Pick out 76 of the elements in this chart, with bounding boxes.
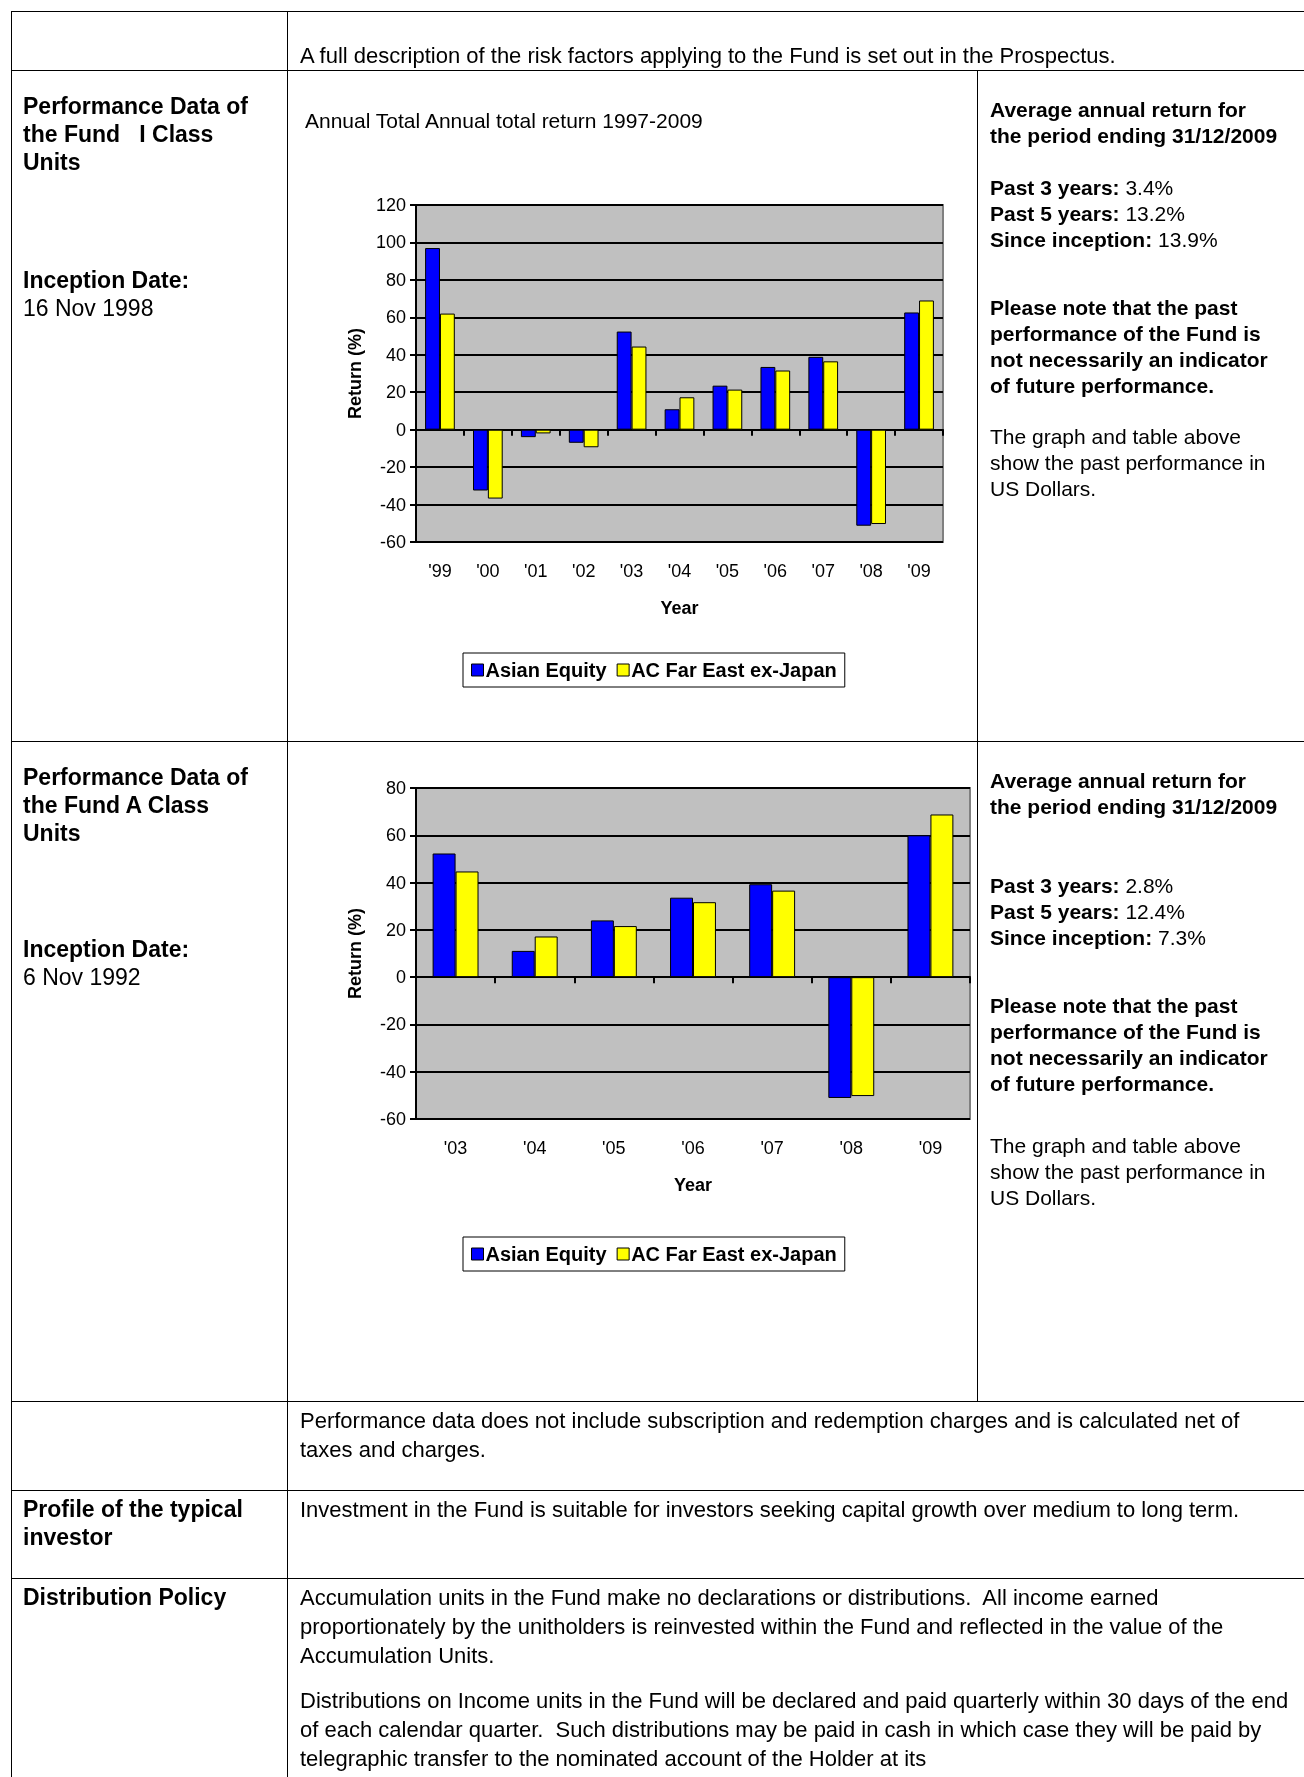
text: 3.4%	[1124, 176, 1174, 199]
x-tick-label: '06	[763, 561, 788, 581]
text: Since inception:	[990, 926, 1153, 949]
y-tick-label: -20	[379, 457, 406, 478]
legend-label: Asian Equity	[485, 1243, 608, 1265]
legend-label: AC Far East ex-Japan	[631, 659, 837, 681]
x-tick-label: '05	[602, 1138, 626, 1158]
text: Profile of the typical investor	[23, 1495, 244, 1551]
text: Average annual return for the period ending 31/12/2009	[990, 768, 1279, 820]
text: Average annual return for the period ending 31/12/2009	[990, 97, 1279, 149]
y-tick-label: 20	[385, 919, 406, 940]
y-tick-label: -60	[379, 532, 406, 552]
y-tick-label: 100	[375, 232, 406, 253]
x-tick-label: '06	[681, 1138, 705, 1158]
x-tick-label: '99	[428, 561, 452, 581]
x-axis-title: Year	[673, 1175, 713, 1195]
x-tick-label: '04	[522, 1138, 547, 1158]
x-tick-label: '08	[859, 561, 883, 581]
x-tick-label: '02	[571, 561, 596, 581]
x-tick-label: '03	[443, 1138, 468, 1158]
x-tick-label: '00	[476, 561, 500, 581]
text: 7.3%	[1157, 926, 1206, 949]
x-tick-label: '09	[918, 1138, 943, 1158]
text: Accumulation units in the Fund make no declarations or distributions. All income earned proportionately by the unitholders is reinvested within the Fund and reflected in the value of the Accumulation Units.	[300, 1584, 1225, 1670]
y-tick-label: 60	[385, 307, 406, 328]
text: Inception Date:	[23, 266, 191, 294]
x-tick-label: '08	[839, 1138, 864, 1158]
y-axis-title: Return (%)	[345, 328, 365, 419]
y-tick-label: 80	[385, 269, 406, 290]
y-axis-title: Return (%)	[345, 908, 365, 999]
text: 12.4%	[1124, 900, 1185, 923]
text: Since inception:	[990, 228, 1153, 251]
text: 13.9%	[1157, 228, 1218, 251]
y-tick-label: -40	[379, 494, 406, 515]
x-tick-label: '03	[619, 561, 644, 581]
y-tick-label: 40	[385, 344, 406, 365]
text: Performance data does not include subscription and redemption charges and is calculated net of taxes and charges.	[300, 1407, 1241, 1464]
text: The graph and table above show the past performance in US Dollars.	[990, 1133, 1267, 1211]
y-tick-label: 40	[385, 872, 406, 893]
text: Past 3 years:	[990, 176, 1120, 199]
legend-label: Asian Equity	[485, 659, 608, 681]
x-tick-label: '07	[760, 1138, 784, 1158]
text: Past 5 years:	[990, 900, 1120, 923]
y-tick-label: -60	[379, 1109, 406, 1129]
y-tick-label: -20	[379, 1014, 406, 1035]
text: Inception Date:	[23, 935, 191, 963]
text: Performance Data of the Fund A Class Units	[23, 763, 249, 847]
legend-label: AC Far East ex-Japan	[631, 1243, 837, 1265]
y-tick-label: 80	[385, 778, 406, 798]
x-tick-label: '04	[667, 561, 692, 581]
x-tick-label: '07	[811, 561, 835, 581]
chart-title: Annual Total Annual total return 1997-2009	[305, 109, 703, 132]
y-tick-label: 60	[385, 825, 406, 846]
text: 16 Nov 1998	[23, 294, 155, 322]
text: A full description of the risk factors applying to the Fund is set out in the Prospectus.	[300, 42, 1117, 70]
text: Distributions on Income units in the Fund will be declared and paid quarterly within 30 days of the end of each calendar quarter. Such distributions may be paid in cash in which case they will be paid by telegraphic transfer to the nominated account of the Holder at its	[300, 1687, 1290, 1773]
y-tick-label: 20	[385, 382, 406, 403]
x-tick-label: '05	[715, 561, 740, 581]
text: 2.8%	[1124, 874, 1174, 897]
x-axis-title: Year	[660, 598, 699, 618]
text: 6 Nov 1992	[23, 963, 142, 991]
y-tick-label: 120	[375, 195, 406, 215]
y-tick-label: -40	[379, 1061, 406, 1082]
text: Please note that the past performance of the Fund is not necessarily an indicator of future performance.	[990, 993, 1269, 1097]
text: Distribution Policy	[23, 1583, 228, 1611]
text: Please note that the past performance of the Fund is not necessarily an indicator of future performance.	[990, 295, 1269, 399]
y-tick-label: 0	[395, 419, 406, 440]
text: Past 3 years:	[990, 874, 1120, 897]
text: 13.2%	[1124, 202, 1185, 225]
text: The graph and table above show the past performance in US Dollars.	[990, 424, 1267, 502]
y-tick-label: 0	[395, 967, 406, 988]
text: Performance Data of the Fund I Class Units	[23, 92, 249, 176]
x-tick-label: '09	[907, 561, 931, 581]
x-tick-label: '01	[524, 561, 548, 581]
text: Past 5 years:	[990, 202, 1120, 225]
text: Investment in the Fund is suitable for investors seeking capital growth over medium to long term.	[300, 1496, 1241, 1524]
